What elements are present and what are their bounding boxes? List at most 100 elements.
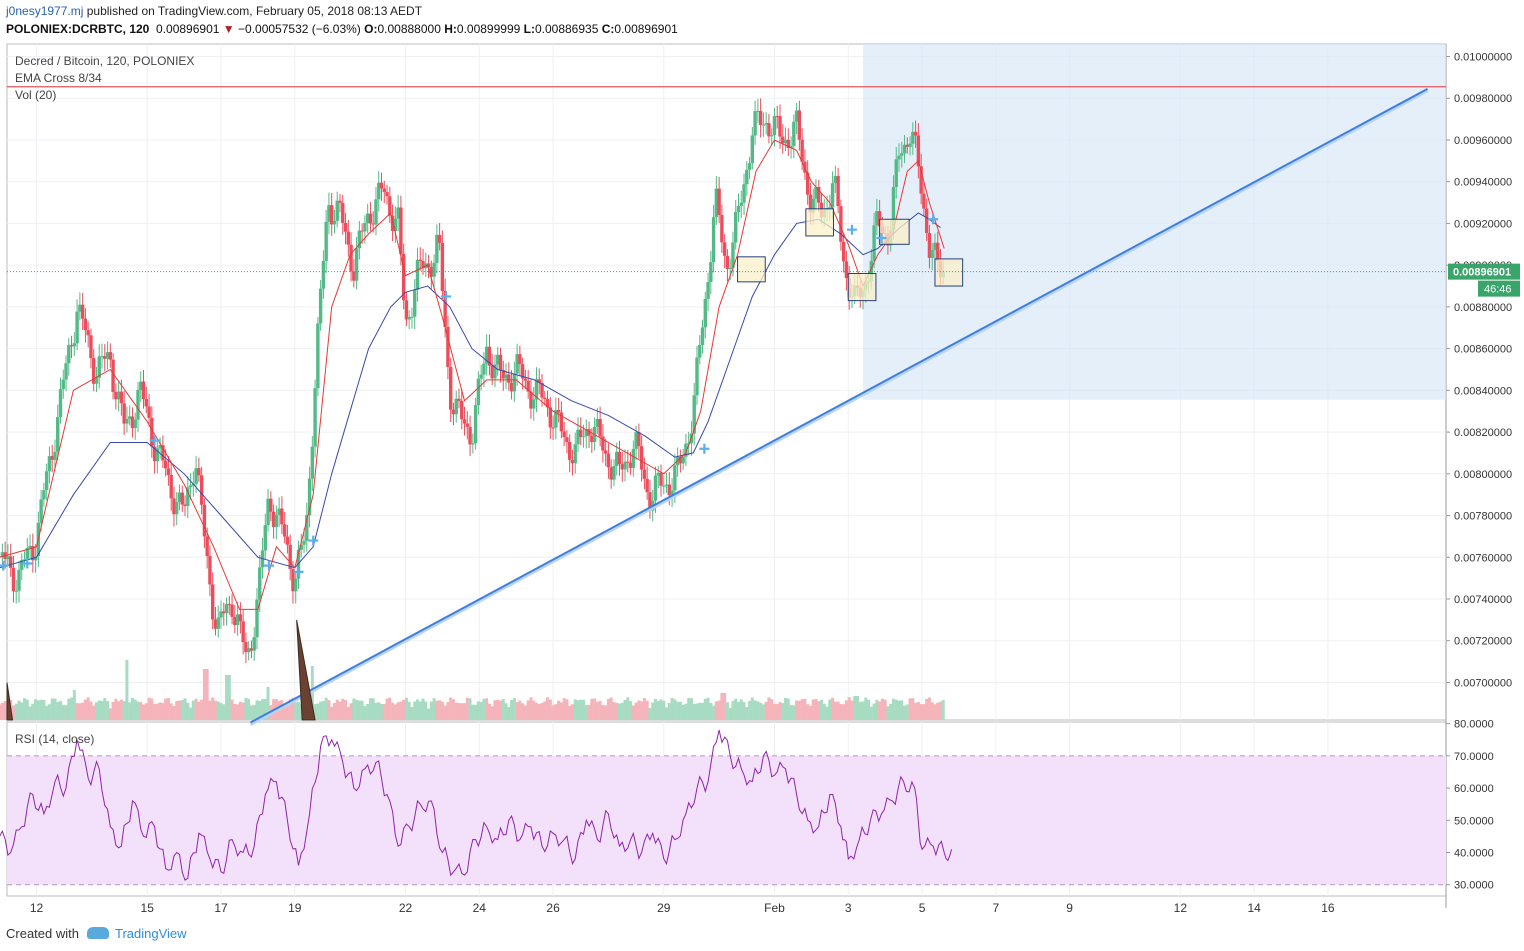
volume-bar (418, 701, 422, 720)
tradingview-link[interactable]: TradingView (114, 926, 187, 941)
volume-bar (106, 700, 110, 720)
candle-body (518, 354, 522, 365)
volume-bar (216, 701, 220, 720)
chart-title-legend: Decred / Bitcoin, 120, POLONIEX (15, 54, 195, 68)
candle-body (670, 490, 674, 496)
volume-bar (327, 700, 331, 720)
tradingview-cloud-icon (86, 927, 109, 939)
volume-bar (919, 704, 923, 720)
candle-body (216, 617, 220, 629)
candle-body (537, 379, 541, 383)
volume-bar (415, 699, 419, 720)
volume-bar (512, 698, 516, 720)
volume-bar (698, 702, 702, 720)
volume-bar (172, 705, 176, 720)
volume-bar (191, 700, 195, 720)
candle-body (252, 637, 256, 651)
candle-body (404, 300, 409, 320)
volume-bar (748, 701, 752, 720)
volume-bar (388, 697, 392, 720)
volume-bar (673, 699, 677, 720)
volume-bar (853, 696, 857, 720)
candle-body (720, 214, 724, 243)
footer: Created with TradingView (6, 926, 187, 941)
candle-body (365, 213, 370, 224)
volume-bar (108, 708, 112, 720)
volume-bar (288, 699, 292, 720)
volume-bar (714, 701, 718, 720)
volume-bar (142, 704, 146, 720)
publish-info: j0nesy1977.mj published on TradingView.c… (6, 4, 422, 18)
candle-body (877, 211, 882, 227)
rsi-tick-label: 60.0000 (1454, 783, 1494, 795)
volume-bar (806, 704, 810, 720)
candle-body (269, 498, 273, 512)
volume-bar (125, 660, 129, 720)
candle-body (357, 230, 362, 249)
volume-bar (825, 706, 829, 720)
candle-body (476, 378, 481, 406)
candle-body (20, 560, 24, 570)
candle-body (606, 453, 611, 468)
volume-bar (911, 698, 915, 720)
candle-body (125, 418, 129, 424)
candle-body (781, 136, 785, 144)
candle-body (230, 604, 234, 617)
volume-bar (344, 700, 348, 720)
volume-bar (258, 700, 262, 720)
volume-bar (20, 702, 24, 720)
volume-bar (119, 699, 123, 720)
ema-cross-marker (149, 435, 160, 446)
candle-body (435, 234, 439, 263)
candle-body (484, 346, 489, 364)
volume-bar (200, 699, 204, 720)
candle-body (562, 431, 566, 438)
candle-body (869, 260, 874, 281)
candle-body (354, 248, 359, 281)
candle-body (235, 614, 240, 626)
candle-body (69, 345, 74, 347)
candle-body (127, 416, 132, 419)
candle-body (246, 648, 251, 653)
volume-bar (692, 703, 696, 720)
volume-bar (225, 675, 229, 720)
volume-bar (739, 699, 743, 720)
candle-body (410, 316, 414, 318)
down-arrow-icon: ▼ (222, 22, 235, 36)
volume-bar (532, 700, 536, 720)
candle-body (136, 389, 140, 420)
volume-bar (75, 703, 79, 720)
candle-body (418, 259, 422, 262)
volume-bar (784, 697, 788, 720)
y-tick-label: 0.00780000 (1454, 511, 1512, 523)
volume-bar (786, 698, 790, 720)
volume-bar (883, 699, 887, 720)
volume-bar (319, 701, 323, 720)
volume-bar (247, 698, 251, 720)
y-tick-label: 0.00820000 (1454, 427, 1512, 439)
candle-body (532, 399, 536, 409)
y-tick-label: 0.00980000 (1454, 93, 1512, 105)
volume-bar (878, 701, 882, 720)
volume-bar (440, 701, 444, 720)
author-link[interactable]: j0nesy1977.mj (6, 4, 84, 18)
candle-body (507, 374, 511, 383)
candle-body (360, 230, 364, 232)
volume-bar (620, 702, 624, 720)
candle-body (415, 259, 420, 290)
volume-bar (208, 700, 212, 720)
candle-body (25, 548, 29, 560)
candle-body (233, 616, 237, 626)
volume-bar (230, 699, 234, 720)
candle-body (130, 416, 135, 429)
ema-cross-marker (928, 214, 939, 225)
volume-bar (47, 704, 51, 720)
volume-bar (283, 704, 287, 720)
rsi-tick-label: 40.0000 (1454, 848, 1494, 860)
candle-body (509, 382, 514, 392)
volume-bar (219, 703, 223, 720)
candle-body (548, 407, 553, 428)
candle-body (786, 139, 791, 149)
volume-bar (767, 697, 771, 720)
